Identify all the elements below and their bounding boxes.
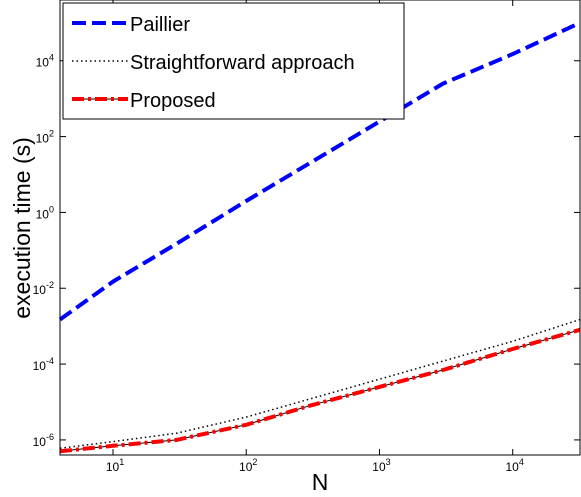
series-line-2 (59, 318, 581, 450)
y-tick-label: 10-4 (33, 356, 54, 373)
legend-label: Proposed (130, 90, 216, 112)
y-tick-label: 10-6 (33, 432, 54, 449)
series-line-1 (58, 20, 581, 322)
y-tick-label: 10-2 (33, 280, 54, 297)
y-axis-ticks: 10-6 10-4 10-2 100 102 104 (33, 53, 580, 449)
x-tick-label: 103 (372, 457, 390, 474)
legend: Paillier Straightforward approach Proposed (62, 2, 405, 120)
series-lines (58, 20, 581, 454)
x-tick-label: 102 (239, 457, 257, 474)
y-tick-label: 102 (36, 129, 54, 146)
x-axis-label: N (312, 469, 329, 495)
legend-label: Paillier (130, 14, 190, 36)
plot-frame (59, 0, 581, 456)
series-line-3 (59, 327, 581, 454)
y-tick-label: 100 (36, 204, 54, 221)
series-line-3-core (59, 329, 581, 452)
x-tick-label: 101 (106, 457, 124, 474)
legend-label: Straightforward approach (130, 52, 355, 74)
x-tick-label: 104 (506, 457, 524, 474)
y-axis-label: execution time (s) (9, 137, 35, 319)
y-tick-label: 104 (36, 53, 54, 70)
